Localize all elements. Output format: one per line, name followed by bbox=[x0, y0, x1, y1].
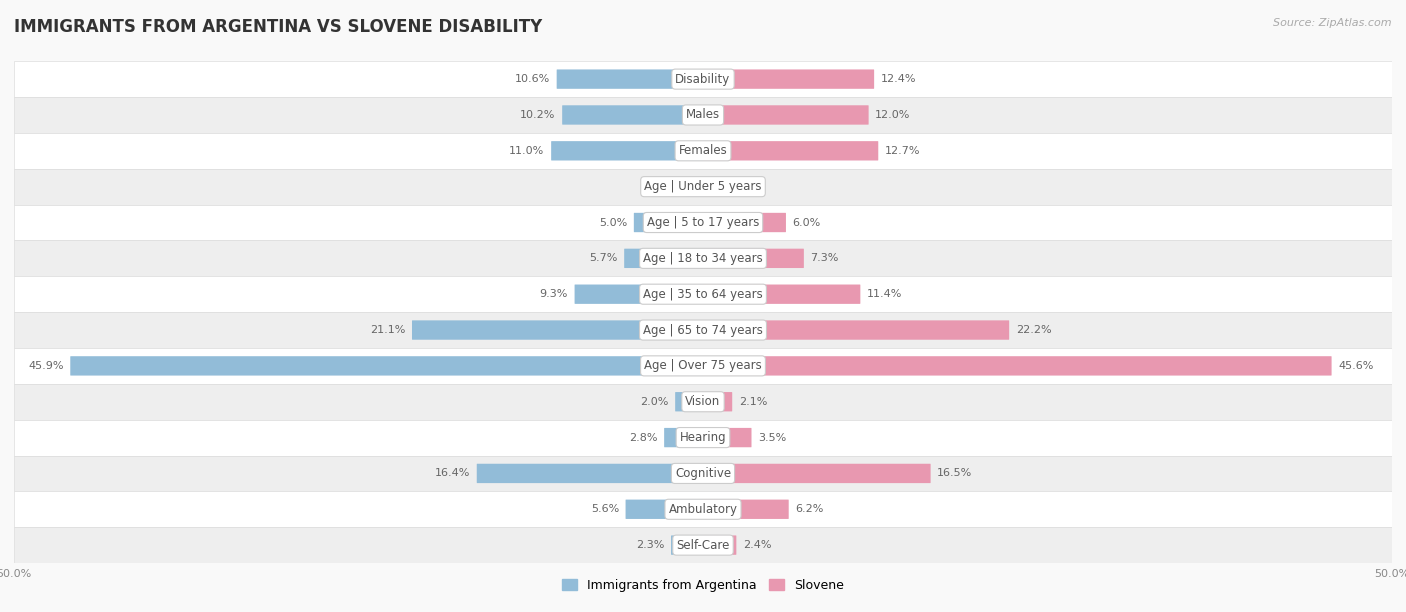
Text: 6.0%: 6.0% bbox=[793, 217, 821, 228]
Text: 12.0%: 12.0% bbox=[875, 110, 911, 120]
FancyBboxPatch shape bbox=[703, 69, 875, 89]
Text: 2.8%: 2.8% bbox=[628, 433, 658, 442]
FancyBboxPatch shape bbox=[703, 320, 1010, 340]
Text: 12.7%: 12.7% bbox=[884, 146, 921, 156]
Text: 2.0%: 2.0% bbox=[640, 397, 669, 407]
FancyBboxPatch shape bbox=[703, 499, 789, 519]
Text: Self-Care: Self-Care bbox=[676, 539, 730, 551]
Text: 7.3%: 7.3% bbox=[810, 253, 839, 263]
FancyBboxPatch shape bbox=[703, 285, 860, 304]
Text: 2.4%: 2.4% bbox=[742, 540, 772, 550]
FancyBboxPatch shape bbox=[671, 536, 703, 555]
FancyBboxPatch shape bbox=[703, 248, 804, 268]
FancyBboxPatch shape bbox=[557, 69, 703, 89]
Text: 45.6%: 45.6% bbox=[1339, 361, 1374, 371]
Text: 21.1%: 21.1% bbox=[370, 325, 405, 335]
Text: 5.7%: 5.7% bbox=[589, 253, 617, 263]
FancyBboxPatch shape bbox=[664, 428, 703, 447]
Text: Vision: Vision bbox=[685, 395, 721, 408]
FancyBboxPatch shape bbox=[14, 527, 1392, 563]
FancyBboxPatch shape bbox=[703, 177, 723, 196]
Text: IMMIGRANTS FROM ARGENTINA VS SLOVENE DISABILITY: IMMIGRANTS FROM ARGENTINA VS SLOVENE DIS… bbox=[14, 18, 543, 36]
Text: Males: Males bbox=[686, 108, 720, 121]
FancyBboxPatch shape bbox=[703, 213, 786, 232]
Text: 11.0%: 11.0% bbox=[509, 146, 544, 156]
Text: Females: Females bbox=[679, 144, 727, 157]
FancyBboxPatch shape bbox=[14, 348, 1392, 384]
Text: 16.5%: 16.5% bbox=[938, 468, 973, 479]
FancyBboxPatch shape bbox=[626, 499, 703, 519]
FancyBboxPatch shape bbox=[14, 241, 1392, 276]
FancyBboxPatch shape bbox=[624, 248, 703, 268]
FancyBboxPatch shape bbox=[562, 105, 703, 125]
FancyBboxPatch shape bbox=[14, 491, 1392, 527]
FancyBboxPatch shape bbox=[14, 455, 1392, 491]
Text: 2.1%: 2.1% bbox=[738, 397, 768, 407]
FancyBboxPatch shape bbox=[703, 356, 1331, 376]
Text: 45.9%: 45.9% bbox=[28, 361, 63, 371]
FancyBboxPatch shape bbox=[703, 464, 931, 483]
FancyBboxPatch shape bbox=[14, 97, 1392, 133]
FancyBboxPatch shape bbox=[703, 392, 733, 411]
Text: 3.5%: 3.5% bbox=[758, 433, 786, 442]
FancyBboxPatch shape bbox=[703, 141, 879, 160]
Text: 22.2%: 22.2% bbox=[1015, 325, 1052, 335]
Text: 1.2%: 1.2% bbox=[651, 182, 679, 192]
Text: 2.3%: 2.3% bbox=[636, 540, 665, 550]
FancyBboxPatch shape bbox=[477, 464, 703, 483]
Text: Age | 65 to 74 years: Age | 65 to 74 years bbox=[643, 324, 763, 337]
FancyBboxPatch shape bbox=[703, 536, 737, 555]
Text: Age | 5 to 17 years: Age | 5 to 17 years bbox=[647, 216, 759, 229]
Text: 12.4%: 12.4% bbox=[880, 74, 917, 84]
Text: Ambulatory: Ambulatory bbox=[668, 503, 738, 516]
FancyBboxPatch shape bbox=[575, 285, 703, 304]
Text: Age | Under 5 years: Age | Under 5 years bbox=[644, 180, 762, 193]
FancyBboxPatch shape bbox=[14, 384, 1392, 420]
FancyBboxPatch shape bbox=[703, 105, 869, 125]
Text: Source: ZipAtlas.com: Source: ZipAtlas.com bbox=[1274, 18, 1392, 28]
FancyBboxPatch shape bbox=[14, 133, 1392, 169]
FancyBboxPatch shape bbox=[14, 169, 1392, 204]
FancyBboxPatch shape bbox=[634, 213, 703, 232]
Text: 10.6%: 10.6% bbox=[515, 74, 550, 84]
FancyBboxPatch shape bbox=[675, 392, 703, 411]
FancyBboxPatch shape bbox=[14, 276, 1392, 312]
FancyBboxPatch shape bbox=[14, 420, 1392, 455]
FancyBboxPatch shape bbox=[412, 320, 703, 340]
Text: 16.4%: 16.4% bbox=[434, 468, 470, 479]
Text: 11.4%: 11.4% bbox=[868, 289, 903, 299]
Text: 5.6%: 5.6% bbox=[591, 504, 619, 514]
Text: 1.4%: 1.4% bbox=[730, 182, 758, 192]
FancyBboxPatch shape bbox=[686, 177, 703, 196]
FancyBboxPatch shape bbox=[14, 312, 1392, 348]
FancyBboxPatch shape bbox=[703, 428, 751, 447]
Text: Disability: Disability bbox=[675, 73, 731, 86]
Text: Age | 35 to 64 years: Age | 35 to 64 years bbox=[643, 288, 763, 300]
Text: 10.2%: 10.2% bbox=[520, 110, 555, 120]
Text: Age | 18 to 34 years: Age | 18 to 34 years bbox=[643, 252, 763, 265]
Text: 6.2%: 6.2% bbox=[796, 504, 824, 514]
Text: Age | Over 75 years: Age | Over 75 years bbox=[644, 359, 762, 372]
FancyBboxPatch shape bbox=[14, 61, 1392, 97]
Text: 9.3%: 9.3% bbox=[540, 289, 568, 299]
FancyBboxPatch shape bbox=[551, 141, 703, 160]
FancyBboxPatch shape bbox=[14, 204, 1392, 241]
FancyBboxPatch shape bbox=[70, 356, 703, 376]
Text: Hearing: Hearing bbox=[679, 431, 727, 444]
Text: Cognitive: Cognitive bbox=[675, 467, 731, 480]
Text: 5.0%: 5.0% bbox=[599, 217, 627, 228]
Legend: Immigrants from Argentina, Slovene: Immigrants from Argentina, Slovene bbox=[557, 574, 849, 597]
